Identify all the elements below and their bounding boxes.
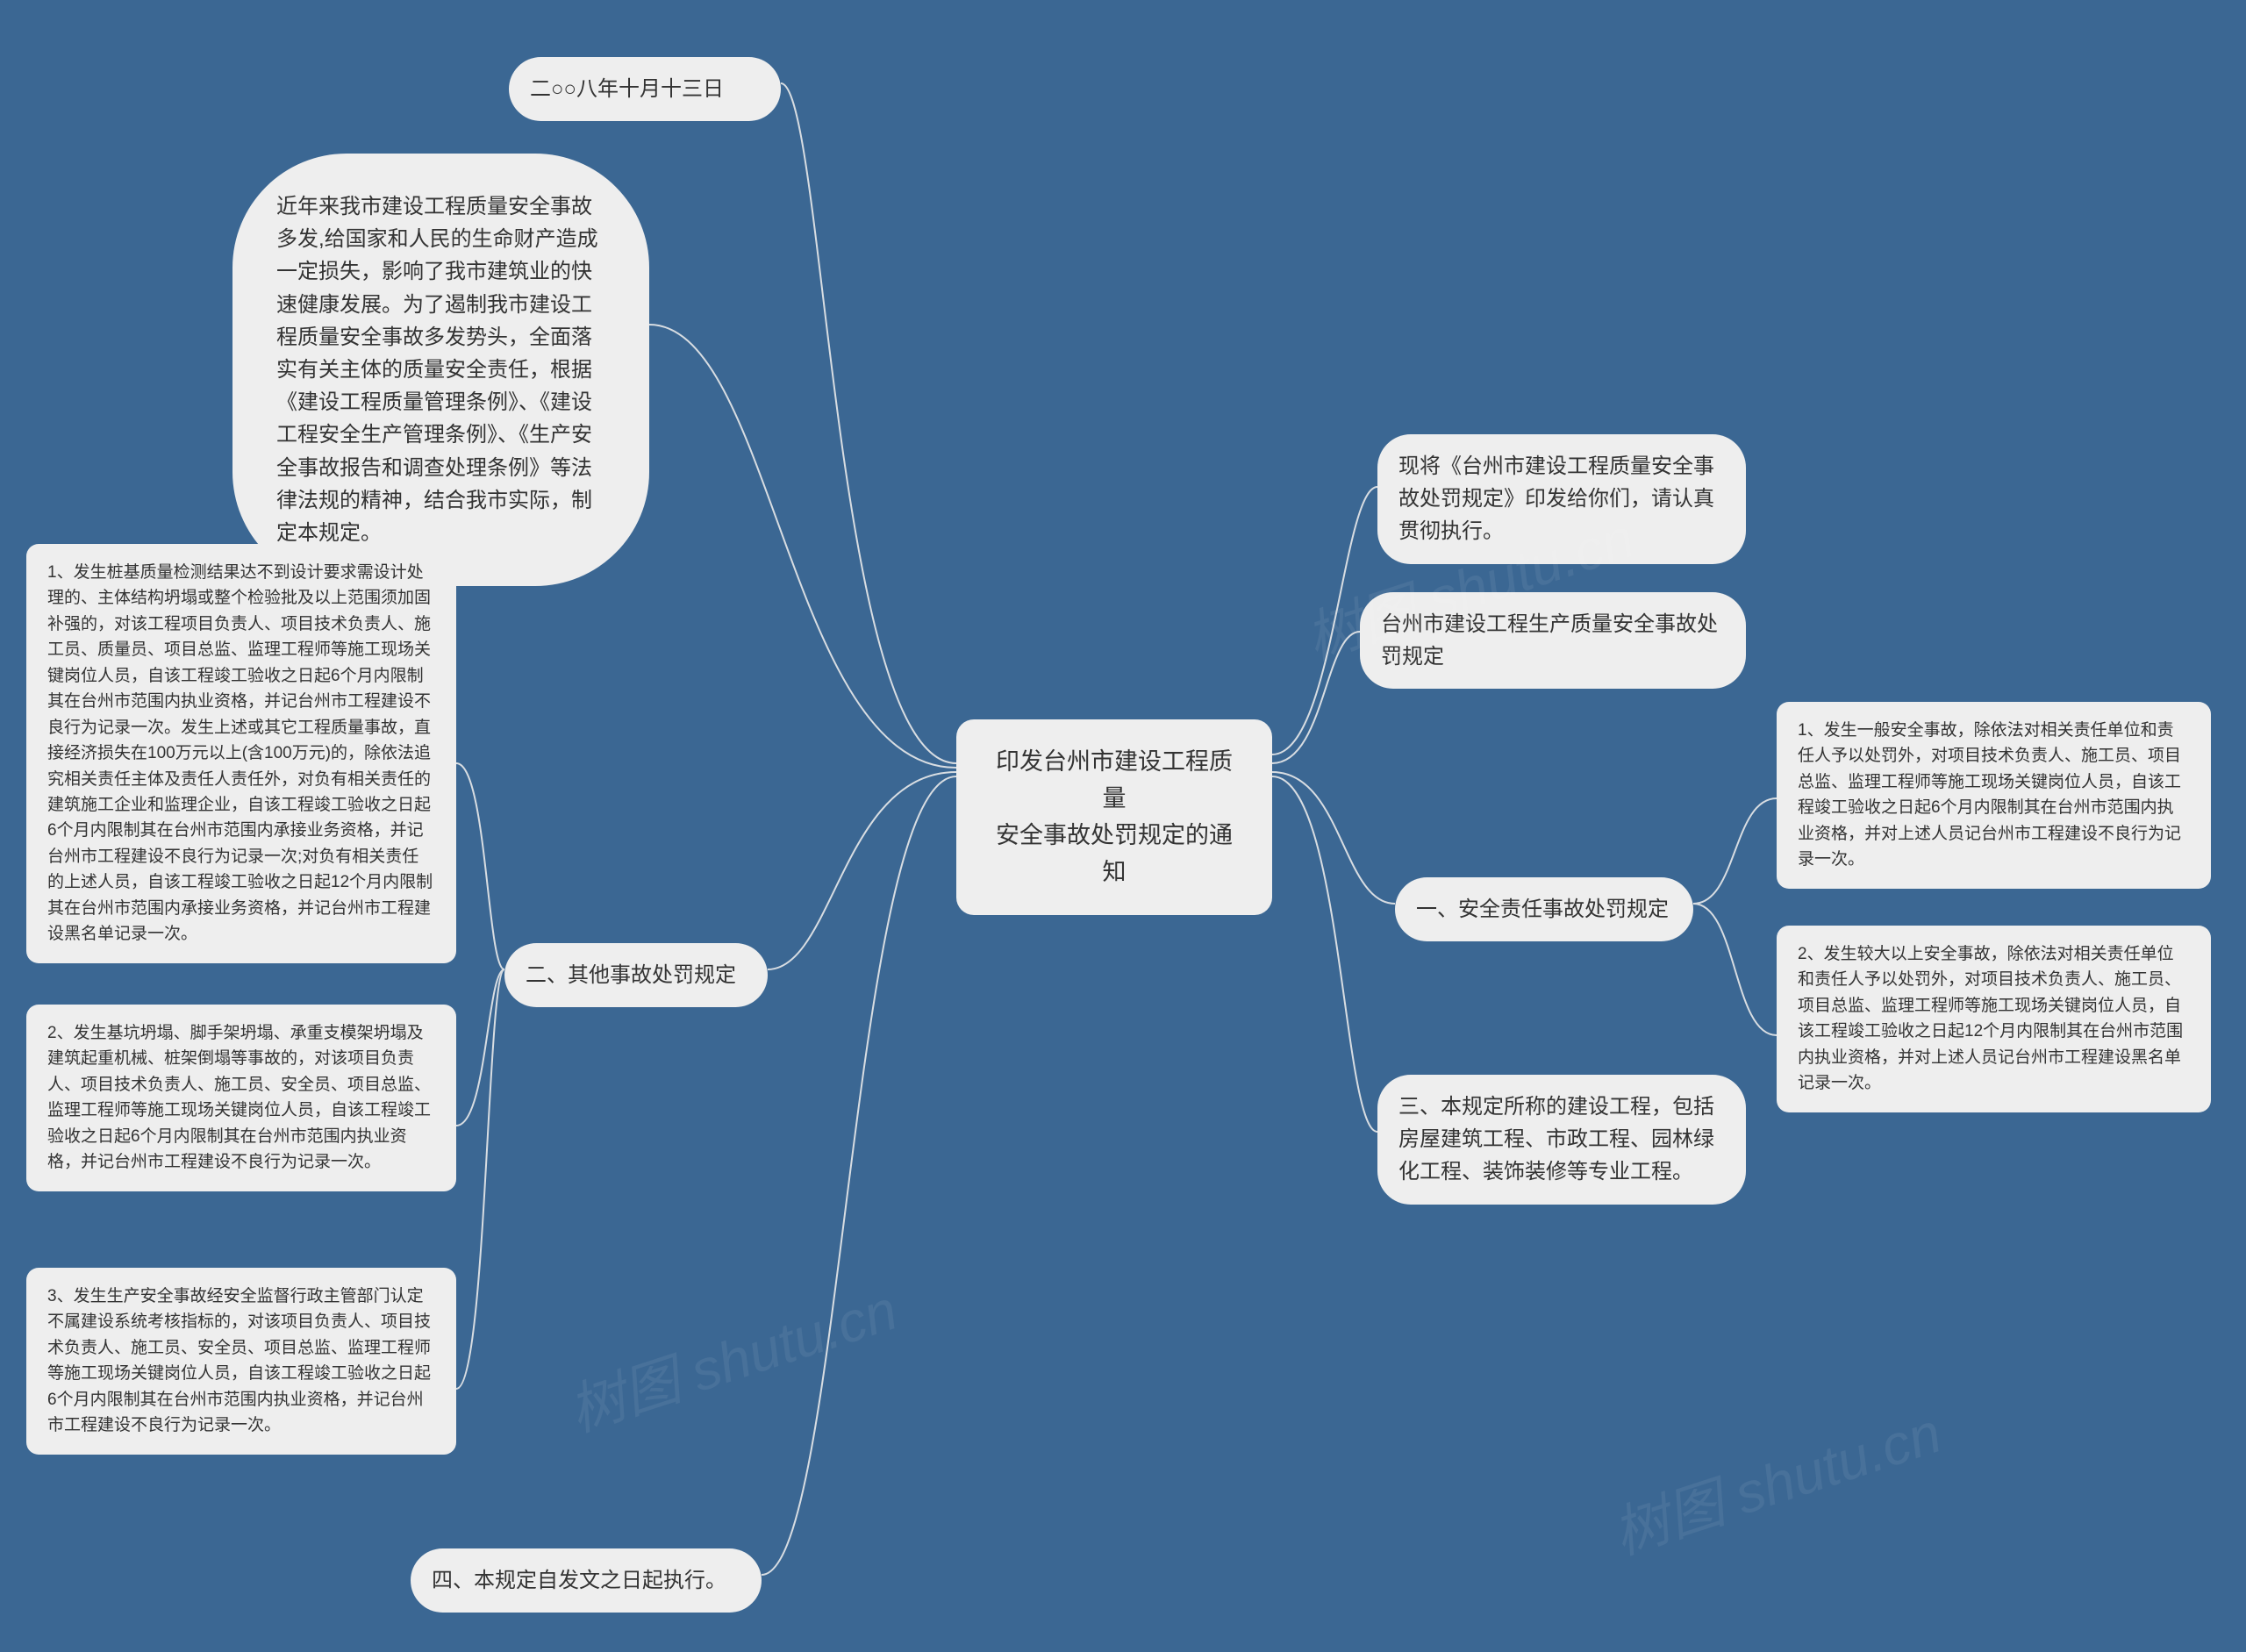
left-node-3-1: 1、发生桩基质量检测结果达不到设计要求需设计处理的、主体结构坍塌或整个检验批及以… xyxy=(26,544,456,963)
right-node-2: 台州市建设工程生产质量安全事故处罚规定 xyxy=(1360,592,1746,689)
right-node-1: 现将《台州市建设工程质量安全事故处罚规定》印发给你们，请认真贯彻执行。 xyxy=(1377,434,1746,564)
center-line1: 印发台州市建设工程质量 xyxy=(984,744,1244,818)
right-node-4: 三、本规定所称的建设工程，包括房屋建筑工程、市政工程、园林绿化工程、装饰装修等专… xyxy=(1377,1075,1746,1205)
right-node-3-2: 2、发生较大以上安全事故，除依法对相关责任单位和责任人予以处罚外，对项目技术负责… xyxy=(1777,926,2211,1112)
watermark: 树图 shutu.cn xyxy=(557,1265,905,1447)
left-node-3-3: 3、发生生产安全事故经安全监督行政主管部门认定不属建设系统考核指标的，对该项目负… xyxy=(26,1268,456,1455)
left-node-3-2: 2、发生基坑坍塌、脚手架坍塌、承重支模架坍塌及建筑起重机械、桩架倒塌等事故的，对… xyxy=(26,1005,456,1191)
left-node-2: 近年来我市建设工程质量安全事故多发,给国家和人民的生命财产造成一定损失，影响了我… xyxy=(232,154,649,586)
left-node-3: 二、其他事故处罚规定 xyxy=(504,943,768,1007)
left-node-4: 四、本规定自发文之日起执行。 xyxy=(411,1548,762,1613)
center-node: 印发台州市建设工程质量 安全事故处罚规定的通知 xyxy=(956,719,1272,915)
right-node-3-1: 1、发生一般安全事故，除依法对相关责任单位和责任人予以处罚外，对项目技术负责人、… xyxy=(1777,702,2211,889)
left-node-1: 二○○八年十月十三日 xyxy=(509,57,781,121)
right-node-3: 一、安全责任事故处罚规定 xyxy=(1395,877,1693,941)
watermark: 树图 shutu.cn xyxy=(1601,1388,1949,1570)
center-line2: 安全事故处罚规定的通知 xyxy=(984,818,1244,891)
